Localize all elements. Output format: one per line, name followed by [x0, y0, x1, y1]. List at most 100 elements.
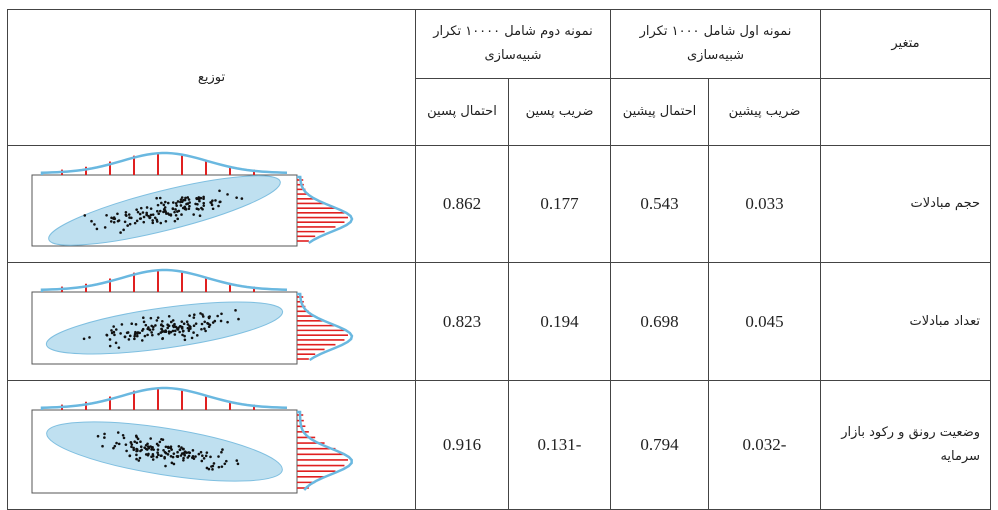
scatter-dot [135, 447, 139, 451]
scatter-dot [119, 230, 122, 234]
scatter-dot [160, 327, 164, 331]
scatter-dot [143, 445, 146, 449]
scatter-dot [142, 315, 145, 319]
value-cell: 0.862 [415, 145, 509, 263]
scatter-dot [156, 203, 160, 206]
scatter-dot [220, 464, 224, 468]
scatter-dot [171, 329, 175, 332]
scatter-dot [127, 212, 131, 216]
scatter-dot [125, 449, 128, 452]
scatter-dot [130, 442, 134, 446]
scatter-dot [120, 322, 124, 326]
scatter-dot [180, 451, 184, 455]
scatter-dot [194, 321, 198, 325]
scatter-dot [167, 314, 171, 318]
empty-cell [820, 78, 992, 146]
scatter-dot [217, 454, 220, 458]
distribution-plot [31, 386, 353, 493]
scatter-dot [173, 219, 177, 222]
scatter-dot [177, 325, 180, 329]
scatter-dot [209, 200, 212, 204]
plot-cell [7, 380, 416, 510]
scatter-dot [157, 332, 160, 335]
scatter-dot [147, 446, 151, 449]
density-curve [40, 151, 288, 175]
scatter-dot [236, 462, 240, 465]
scatter-dot [170, 461, 174, 464]
scatter-dot [182, 456, 185, 459]
scatter-dot [113, 444, 117, 447]
scatter-dot [132, 447, 136, 451]
scatter-dot [122, 436, 126, 439]
scatter-dot [185, 450, 189, 454]
scatter-dot [127, 337, 131, 341]
scatter-dot [151, 212, 155, 216]
scatter-dot [205, 466, 209, 469]
scatter-dot [200, 322, 204, 325]
value-cell: 0.033 [708, 145, 822, 263]
variable-cell: وضعیت رونق و رکود بازار سرمایه [820, 380, 992, 510]
scatter-dot [169, 330, 173, 333]
value-cell: 0.194 [508, 262, 611, 381]
scatter-dot [136, 330, 140, 334]
scatter-dot [163, 450, 167, 454]
scatter-dot [223, 462, 227, 465]
scatter-dot [134, 434, 138, 437]
scatter-dot [197, 195, 201, 199]
scatter-dot [150, 454, 153, 458]
scatter-dot [151, 327, 155, 331]
scatter-dot [160, 453, 163, 457]
scatter-dot [166, 452, 170, 456]
scatter-dot [115, 441, 118, 444]
scatter-dot [192, 315, 196, 319]
scatter-dot [191, 448, 195, 452]
scatter-dot [179, 197, 183, 201]
scatter-dot [221, 447, 224, 451]
scatter-dot [146, 453, 150, 457]
value-cell: -0.032 [708, 380, 822, 510]
scatter-dot [177, 209, 181, 212]
scatter-dot [163, 456, 166, 460]
variable-cell: تعداد مبادلات [820, 262, 992, 381]
value-cell: 0.794 [609, 380, 710, 510]
scatter-dot [142, 215, 146, 218]
scatter-dot [96, 434, 100, 438]
scatter-dot [158, 209, 162, 212]
scatter-dot [159, 221, 163, 224]
scatter-dot [140, 338, 144, 342]
data-row: وضعیت رونق و رکود بازار سرمایه -0.032 0.79… [7, 380, 992, 510]
scatter-dot [134, 322, 138, 326]
scatter-dot [119, 331, 122, 335]
scatter-dot [143, 334, 147, 337]
scatter-dot [201, 453, 204, 457]
scatter-dot [112, 446, 115, 449]
value-cell: 0.823 [415, 262, 509, 381]
scatter-dot [105, 333, 109, 337]
scatter-dot [132, 446, 135, 449]
scatter-dot [137, 458, 141, 462]
scatter-dot [203, 326, 206, 330]
scatter-dot [207, 467, 211, 470]
plot-cell [7, 262, 416, 381]
scatter-dot [220, 450, 223, 454]
scatter-dot [88, 335, 91, 339]
scatter-dot [133, 334, 136, 337]
scatter-dot [166, 445, 170, 448]
scatter-dot [178, 324, 182, 328]
scatter-dot [173, 332, 177, 336]
subheader-cell: ضریب پیشین [708, 78, 822, 146]
scatter-dot [179, 203, 183, 207]
scatter-dot [171, 206, 175, 210]
density-curve [297, 175, 354, 244]
scatter-dot [174, 213, 178, 217]
scatter-dot [163, 329, 167, 333]
scatter-dot [180, 195, 184, 199]
scatter-dot [141, 210, 145, 214]
scatter-dot [202, 203, 206, 207]
scatter-dot [173, 210, 176, 213]
scatter-dot [187, 450, 191, 454]
scatter-dot [162, 448, 165, 452]
scatter-dot [155, 217, 159, 221]
scatter-dot [116, 211, 119, 215]
